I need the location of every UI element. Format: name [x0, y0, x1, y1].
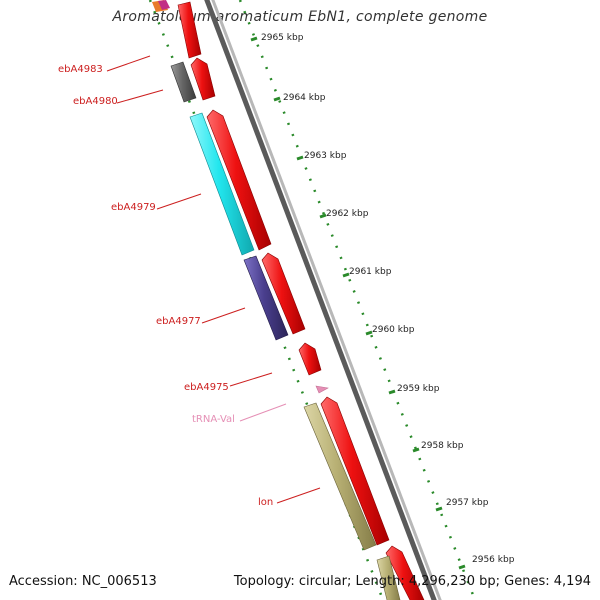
gene-label-ebA4979[interactable]: ebA4979 — [111, 202, 156, 213]
cds-feature-bottom — [385, 545, 425, 600]
cog-feature-purple — [243, 255, 289, 341]
scale-label-2956: 2956 kbp — [472, 555, 515, 565]
ruler-tick-2958 — [412, 447, 420, 453]
gene-label-ebA4980[interactable]: ebA4980 — [73, 96, 118, 107]
cog-feature-cyan — [189, 112, 255, 256]
gene-label-leaders — [106, 55, 321, 504]
ruler-tick-2961 — [342, 272, 350, 278]
leader-ebA4975 — [229, 372, 273, 387]
forward-strand-features — [177, 1, 425, 600]
map-title: Aromatoleum aromaticum EbN1, complete ge… — [112, 9, 488, 25]
scale-label-2959: 2959 kbp — [397, 384, 440, 394]
cds-feature-top — [177, 1, 202, 59]
ruler-tick-2959 — [388, 389, 396, 395]
gene-label-lon[interactable]: lon — [258, 497, 274, 508]
ruler-tick-2960 — [365, 330, 373, 336]
cog-category-features — [152, 0, 401, 600]
genome-backbone — [204, 0, 442, 600]
genome-summary-text: Topology: circular; Length: 4,296,230 bp… — [233, 574, 591, 589]
scale-label-2965: 2965 kbp — [261, 33, 304, 43]
scale-label-2964: 2964 kbp — [283, 93, 326, 103]
cds-feature-ebA4977 — [298, 342, 322, 376]
leader-tRNA-Val — [239, 403, 287, 422]
cds-feature-lon — [320, 396, 390, 546]
gene-label-ebA4983[interactable]: ebA4983 — [58, 64, 103, 75]
scale-label-2962: 2962 kbp — [326, 209, 369, 219]
scale-label-2963: 2963 kbp — [304, 151, 347, 161]
leader-ebA4980 — [116, 89, 164, 104]
leader-ebA4983 — [106, 55, 151, 72]
ruler-tick-2956 — [458, 564, 466, 570]
ruler-tick-2962 — [319, 213, 327, 219]
cog-feature-khaki-bottom — [376, 555, 401, 600]
ruler-tick-2965 — [250, 36, 258, 42]
leader-ebA4977 — [201, 307, 246, 324]
accession-text: Accession: NC_006513 — [9, 574, 157, 589]
gene-label-ebA4975[interactable]: ebA4975 — [184, 382, 229, 393]
cds-feature-ebA4980 — [206, 109, 272, 251]
ruler-tick-2957 — [435, 506, 443, 512]
leader-ebA4979 — [156, 193, 202, 210]
cog-feature-top-left-2 — [158, 0, 170, 10]
scale-label-2960: 2960 kbp — [372, 325, 415, 335]
trna-feature-tRNA-Val — [315, 385, 329, 394]
leader-lon — [276, 487, 321, 504]
cog-feature-gray — [170, 61, 197, 103]
cds-feature-ebA4983 — [190, 57, 216, 101]
cds-feature-ebA4979 — [261, 252, 306, 335]
ruler-tick-marks — [250, 36, 466, 570]
gene-label-ebA4977[interactable]: ebA4977 — [156, 316, 201, 327]
ruler-tick-2963 — [296, 155, 304, 161]
scale-label-2958: 2958 kbp — [421, 441, 464, 451]
scale-label-2961: 2961 kbp — [349, 267, 392, 277]
gene-label-tRNA-Val[interactable]: tRNA-Val — [192, 414, 235, 425]
ruler-tick-2964 — [273, 96, 281, 102]
scale-label-2957: 2957 kbp — [446, 498, 489, 508]
cog-feature-khaki — [303, 402, 377, 551]
